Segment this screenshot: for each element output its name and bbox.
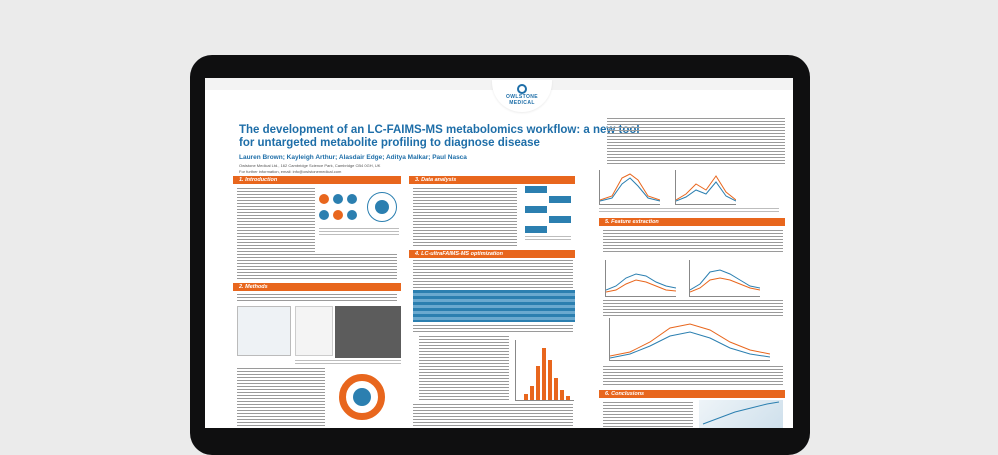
introduction-text — [237, 188, 315, 252]
parameters-table — [413, 290, 575, 322]
data-analysis-flowchart — [521, 186, 575, 244]
section-feature-extraction: 5. Feature extraction — [599, 218, 785, 226]
spectra-caption — [599, 208, 779, 214]
results-text-top — [607, 118, 785, 166]
faims-chip-image — [295, 306, 333, 356]
metabolomics-circle-diagram — [319, 188, 401, 244]
data-analysis-text — [413, 188, 517, 248]
optimization-bullets — [419, 336, 509, 400]
feature-line-chart-right — [689, 260, 760, 297]
section-optimization: 4. LC-ultraFAIMS-MS optimization — [409, 250, 575, 258]
ion-distribution-chart — [609, 318, 770, 361]
conclusions-text — [603, 402, 693, 428]
optimization-text — [413, 260, 573, 288]
methods-figure-caption — [295, 360, 401, 364]
logo-text-line2: MEDICAL — [509, 100, 535, 106]
poster-title: The development of an LC-FAIMS-MS metabo… — [239, 124, 640, 149]
spectra-chart-right — [675, 170, 736, 205]
section-data-analysis: 3. Data analysis — [409, 176, 575, 184]
poster-affiliation: Owlstone Medical Ltd., 162 Cambridge Sci… — [239, 163, 381, 168]
workflow-ring-diagram — [331, 366, 401, 428]
methods-text — [237, 294, 397, 302]
logo-text-line1: OWLSTONE — [506, 94, 538, 100]
feature-line-chart-left — [605, 260, 676, 297]
feature-extraction-text-3 — [603, 366, 783, 386]
ms-hardware-photo — [335, 306, 401, 358]
owl-icon — [517, 84, 527, 94]
poster-authors: Lauren Brown; Kayleigh Arthur; Alasdair … — [239, 154, 467, 161]
section-methods: 2. Methods — [233, 283, 401, 291]
owlstone-logo: OWLSTONE MEDICAL — [492, 80, 552, 112]
scatter-plot-figure — [699, 400, 783, 428]
feature-extraction-text — [603, 230, 783, 254]
feature-count-histogram — [515, 340, 574, 401]
poster-screen: OWLSTONE MEDICAL The development of an L… — [205, 78, 793, 428]
section-conclusions: 6. Conclusions — [599, 390, 785, 398]
spectra-chart-left — [599, 170, 660, 205]
introduction-text-2 — [237, 254, 397, 280]
optimization-text-2 — [413, 325, 573, 333]
lc-ms-instrument-image — [237, 306, 291, 356]
poster-email: For further information, email: info@owl… — [239, 169, 342, 174]
optimization-text-3 — [413, 404, 573, 428]
section-introduction: 1. Introduction — [233, 176, 401, 184]
methods-text-2 — [237, 368, 325, 428]
feature-extraction-text-2 — [603, 300, 783, 316]
